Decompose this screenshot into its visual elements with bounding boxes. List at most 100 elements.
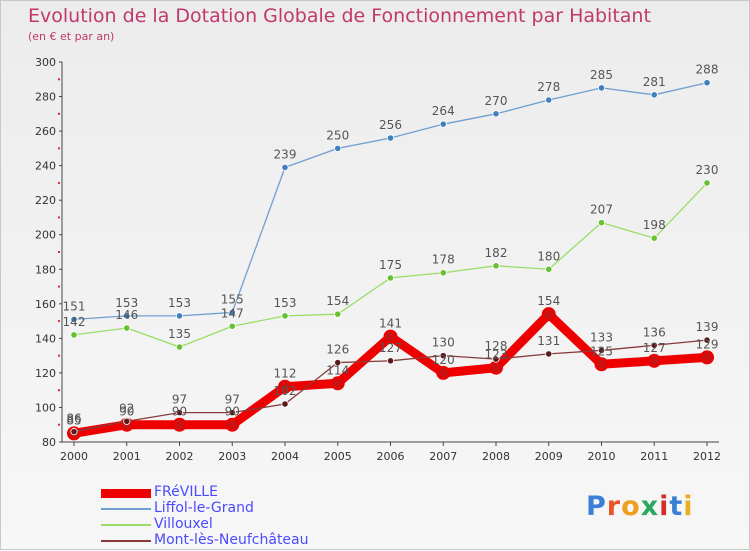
series-point-0 bbox=[436, 365, 451, 380]
data-label-2: 230 bbox=[696, 163, 719, 177]
data-label-1: 155 bbox=[221, 292, 244, 306]
series-point-3 bbox=[334, 358, 342, 367]
legend-swatch bbox=[101, 540, 151, 542]
legend-label: Liffol-le-Grand bbox=[154, 500, 254, 516]
data-label-0: 114 bbox=[326, 363, 349, 377]
y-tick-label: 200 bbox=[35, 229, 56, 242]
series-point-0 bbox=[594, 357, 609, 372]
legend-swatch bbox=[101, 508, 151, 510]
data-label-0: 141 bbox=[379, 317, 402, 331]
logo-letter: t bbox=[669, 491, 684, 522]
data-label-3: 133 bbox=[590, 330, 613, 344]
data-label-2: 182 bbox=[485, 246, 508, 260]
series-point-3 bbox=[281, 400, 289, 408]
data-label-2: 198 bbox=[643, 218, 666, 232]
series-point-0 bbox=[330, 376, 345, 391]
series-point-3 bbox=[228, 409, 236, 417]
series-point-1 bbox=[703, 79, 711, 87]
data-label-1: 264 bbox=[432, 104, 455, 118]
data-label-1: 281 bbox=[643, 75, 666, 89]
series-point-3 bbox=[492, 355, 500, 363]
data-label-2: 207 bbox=[590, 203, 613, 217]
series-point-0 bbox=[700, 350, 714, 365]
series-point-1 bbox=[175, 312, 184, 320]
series-point-0 bbox=[489, 360, 503, 375]
x-tick-label: 2004 bbox=[271, 450, 299, 463]
data-label-3: 131 bbox=[537, 334, 560, 348]
series-point-1 bbox=[70, 315, 78, 323]
data-label-3: 127 bbox=[379, 341, 402, 355]
series-point-2 bbox=[228, 322, 236, 330]
logo-letter: x bbox=[640, 491, 660, 522]
series-point-2 bbox=[175, 343, 184, 351]
y-minor-tick bbox=[58, 216, 60, 219]
data-label-2: 180 bbox=[537, 249, 560, 263]
data-label-1: 256 bbox=[379, 118, 402, 132]
data-label-0: 129 bbox=[696, 337, 719, 351]
logo-letter: o bbox=[621, 491, 641, 522]
data-label-0: 90 bbox=[172, 405, 187, 419]
x-tick-label: 2012 bbox=[693, 450, 721, 463]
y-tick-label: 100 bbox=[35, 401, 56, 414]
series-point-3 bbox=[123, 417, 131, 425]
y-tick-label: 300 bbox=[35, 56, 56, 69]
data-label-1: 153 bbox=[115, 296, 138, 310]
logo-letter: r bbox=[606, 491, 622, 522]
data-label-0: 127 bbox=[643, 341, 666, 355]
data-label-1: 270 bbox=[485, 94, 508, 108]
data-label-2: 135 bbox=[168, 327, 191, 341]
series-point-2 bbox=[703, 179, 711, 187]
data-label-3: 97 bbox=[172, 393, 187, 407]
y-minor-tick bbox=[58, 354, 60, 357]
chart-title: Evolution de la Dotation Globale de Fonc… bbox=[28, 5, 651, 27]
legend-label: Mont-lès-Neufchâteau bbox=[154, 532, 309, 548]
y-minor-tick bbox=[58, 251, 60, 253]
series-point-3 bbox=[703, 336, 711, 344]
logo-letter: P bbox=[586, 491, 607, 522]
y-tick-label: 80 bbox=[42, 436, 56, 449]
series-point-0 bbox=[225, 417, 240, 432]
data-label-3: 130 bbox=[432, 336, 455, 350]
data-label-2: 147 bbox=[221, 306, 244, 320]
x-tick-label: 2002 bbox=[166, 450, 194, 463]
data-label-2: 142 bbox=[63, 315, 86, 329]
series-point-2 bbox=[597, 219, 606, 227]
series-point-1 bbox=[650, 91, 658, 99]
data-label-1: 153 bbox=[168, 296, 191, 310]
series-point-3 bbox=[545, 350, 553, 358]
series-point-0 bbox=[278, 379, 292, 394]
series-point-2 bbox=[650, 234, 658, 242]
data-label-0: 85 bbox=[66, 413, 81, 427]
data-label-3: 97 bbox=[225, 393, 240, 407]
y-tick-label: 160 bbox=[35, 298, 56, 311]
series-point-1 bbox=[439, 120, 447, 128]
data-label-0: 120 bbox=[432, 353, 455, 367]
data-label-3: 92 bbox=[119, 401, 134, 415]
series-point-2 bbox=[281, 312, 289, 320]
data-label-2: 154 bbox=[326, 294, 349, 308]
data-label-0: 125 bbox=[590, 344, 613, 358]
x-tick-label: 2011 bbox=[640, 450, 668, 463]
series-point-3 bbox=[386, 357, 395, 365]
data-label-1: 288 bbox=[696, 63, 719, 77]
x-tick-label: 2006 bbox=[377, 450, 405, 463]
series-point-1 bbox=[281, 163, 289, 171]
data-label-0: 154 bbox=[537, 294, 560, 308]
y-tick-label: 240 bbox=[35, 160, 56, 173]
series-point-1 bbox=[545, 96, 553, 104]
x-tick-label: 2003 bbox=[218, 450, 246, 463]
series-point-1 bbox=[123, 312, 131, 320]
series-point-0 bbox=[647, 353, 662, 368]
y-tick-label: 180 bbox=[35, 263, 56, 276]
x-tick-label: 2009 bbox=[535, 450, 563, 463]
data-label-3: 126 bbox=[326, 343, 349, 357]
series-point-2 bbox=[545, 265, 553, 273]
y-minor-tick bbox=[58, 389, 60, 392]
series-point-2 bbox=[492, 262, 500, 270]
y-minor-tick bbox=[58, 285, 60, 288]
x-tick-label: 2001 bbox=[113, 450, 141, 463]
y-minor-tick bbox=[58, 112, 60, 115]
y-tick-label: 260 bbox=[35, 125, 56, 138]
